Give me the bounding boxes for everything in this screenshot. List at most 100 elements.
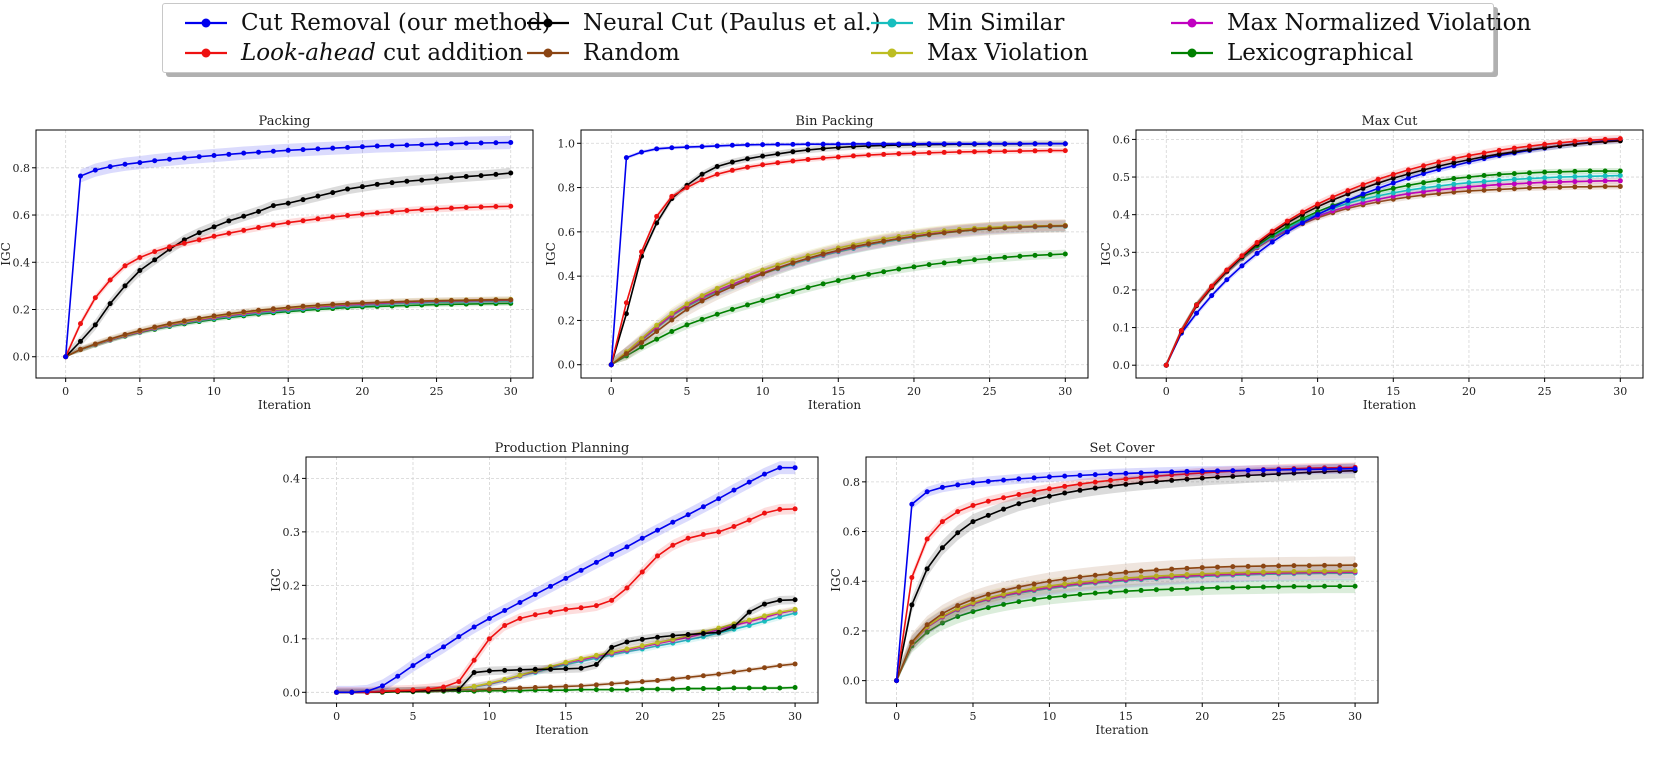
data-point: [1178, 328, 1184, 334]
data-point: [389, 180, 395, 186]
data-point: [1572, 184, 1578, 190]
data-point: [1138, 480, 1144, 486]
data-point: [1123, 569, 1129, 575]
data-point: [1224, 277, 1230, 283]
data-point: [760, 153, 766, 159]
data-point: [896, 141, 902, 147]
x-tick-label: 10: [1311, 385, 1325, 398]
legend-marker: [527, 18, 569, 28]
data-point: [1405, 167, 1411, 173]
data-point: [1542, 185, 1548, 191]
legend-label: Neural Cut (Paulus et al.): [583, 10, 881, 36]
y-tick-label: 0.5: [1113, 171, 1131, 184]
x-tick-label: 0: [62, 385, 69, 398]
data-point: [820, 155, 826, 161]
data-point: [1466, 184, 1472, 190]
data-point: [777, 663, 783, 669]
data-point: [1526, 176, 1532, 182]
data-point: [1602, 183, 1608, 189]
data-point: [359, 144, 365, 150]
data-point: [669, 145, 675, 151]
data-point: [1169, 572, 1175, 578]
data-point: [1194, 310, 1200, 316]
legend-item-lexicographical: Lexicographical: [1169, 38, 1413, 68]
data-point: [532, 591, 538, 597]
confidence-band: [336, 595, 796, 693]
data-point: [746, 609, 752, 615]
data-point: [639, 344, 645, 350]
data-point: [1421, 180, 1427, 186]
data-point: [456, 634, 462, 640]
data-point: [1215, 570, 1221, 576]
data-point: [532, 666, 538, 672]
data-point: [669, 193, 675, 199]
data-point: [152, 324, 158, 330]
data-point: [956, 258, 962, 264]
legend-marker: [871, 18, 913, 28]
data-point: [359, 300, 365, 306]
data-point: [334, 689, 340, 695]
data-point: [1405, 182, 1411, 188]
data-point: [374, 210, 380, 216]
data-point: [508, 203, 514, 209]
y-tick-label: 0.4: [283, 472, 301, 485]
data-point: [1199, 571, 1205, 577]
data-point: [1254, 240, 1260, 246]
data-point: [716, 625, 722, 631]
data-point: [425, 653, 431, 659]
data-point: [419, 142, 425, 148]
data-point: [1337, 466, 1343, 472]
data-point: [1245, 584, 1251, 590]
data-point: [805, 255, 811, 261]
chart-production-planning: 0 5 10 15 20 25 30 0.0 0.1 0.2 0.3 0.4 Production Pl…: [269, 441, 819, 737]
data-point: [731, 524, 737, 530]
y-tick-label: 0.6: [1113, 133, 1131, 146]
data-point: [955, 614, 961, 620]
data-point: [1046, 486, 1052, 492]
data-point: [548, 583, 554, 589]
data-point: [746, 479, 752, 485]
grid: [36, 130, 533, 378]
legend-label: Cut Removal (our method): [241, 10, 551, 36]
data-point: [1276, 471, 1282, 477]
data-point: [548, 666, 554, 672]
data-point: [315, 146, 321, 152]
data-point: [122, 263, 128, 269]
data-point: [985, 595, 991, 601]
y-tick-label: 0.4: [843, 575, 861, 588]
x-tick-label: 5: [969, 710, 976, 723]
data-point: [987, 255, 993, 261]
data-point: [971, 257, 977, 263]
data-point: [419, 298, 425, 304]
data-point: [1199, 468, 1205, 474]
data-point: [1330, 194, 1336, 200]
data-point: [955, 509, 961, 515]
data-point: [434, 298, 440, 304]
x-tick-label: 20: [1195, 710, 1209, 723]
data-point: [987, 226, 993, 232]
data-point: [508, 170, 514, 176]
data-point: [624, 687, 630, 693]
data-point: [775, 151, 781, 157]
data-point: [374, 143, 380, 149]
data-point: [471, 657, 477, 663]
data-point: [379, 683, 385, 689]
data-point: [970, 502, 976, 508]
y-tick-label: 1.0: [558, 137, 576, 150]
data-point: [593, 652, 599, 658]
data-point: [716, 496, 722, 502]
data-point: [1077, 472, 1083, 478]
data-point: [1077, 574, 1083, 580]
data-point: [1092, 572, 1098, 578]
data-point: [1572, 179, 1578, 185]
data-point: [1077, 481, 1083, 487]
data-point: [941, 149, 947, 155]
x-tick-label: 30: [1348, 710, 1362, 723]
data-point: [670, 519, 676, 525]
data-point: [1230, 570, 1236, 576]
data-point: [300, 197, 306, 203]
data-point: [578, 687, 584, 693]
data-point: [699, 177, 705, 183]
data-point: [670, 542, 676, 548]
data-point: [699, 144, 705, 150]
